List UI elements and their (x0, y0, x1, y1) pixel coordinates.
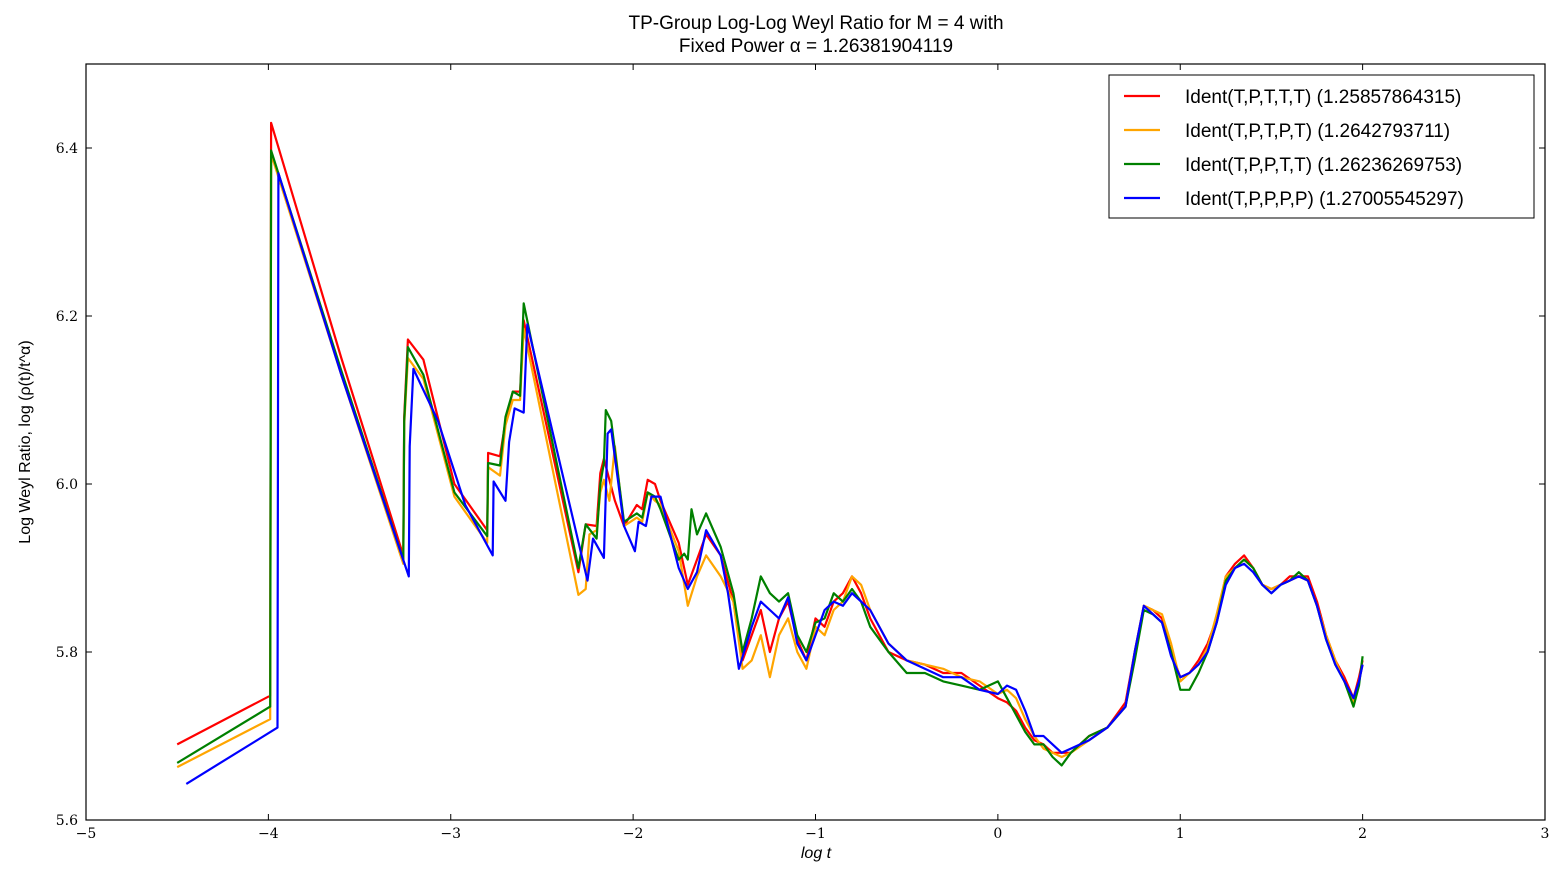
x-tick-label: −5 (76, 826, 97, 842)
y-tick-label: 6.2 (56, 309, 78, 325)
x-tick-label: −3 (440, 826, 461, 842)
plot-frame (85, 63, 1546, 821)
x-tick-label: 1 (1176, 826, 1185, 842)
x-tick-label: −1 (805, 826, 826, 842)
chart-title-line2: Fixed Power α = 1.26381904119 (679, 36, 953, 57)
legend-label: Ident(T,P,P,P,P) (1.27005545297) (1185, 189, 1464, 210)
chart-title-line1: TP-Group Log-Log Weyl Ratio for M = 4 wi… (628, 13, 1003, 34)
y-tick-label: 5.8 (56, 645, 78, 661)
y-tick-label: 6.0 (56, 477, 78, 493)
legend-items: Ident(T,P,T,T,T) (1.25857864315) Ident(T,… (1124, 87, 1464, 210)
x-tick-label: 0 (993, 826, 1002, 842)
x-axis-label: log t (801, 845, 832, 862)
legend-label: Ident(T,P,P,T,T) (1.26236269753) (1185, 155, 1462, 176)
x-tick-label: 2 (1358, 826, 1367, 842)
series-line-3 (185, 172, 1364, 785)
x-tick-label: −2 (623, 826, 644, 842)
x-tick-label: 3 (1541, 826, 1550, 842)
series-group (176, 121, 1364, 785)
series-line-2 (176, 149, 1364, 767)
x-tick-label: −4 (258, 826, 279, 842)
y-tick-label: 5.6 (56, 813, 78, 829)
legend-box (1108, 74, 1535, 219)
y-tick-label: 6.4 (56, 141, 78, 157)
tick-label-group: −5 −4 −3 −2 −1 0 1 2 3 5.6 5.8 6.0 6.2 6.4 (56, 141, 1550, 842)
series-line-1 (176, 152, 1364, 769)
legend: Ident(T,P,T,T,T) (1.25857864315) Ident(T,… (1108, 74, 1535, 219)
legend-label: Ident(T,P,T,P,T) (1.2642793711) (1185, 121, 1450, 142)
series-line-0 (176, 121, 1364, 754)
legend-label: Ident(T,P,T,T,T) (1.25857864315) (1185, 87, 1461, 108)
y-axis-label: Log Weyl Ratio, log (ρ(t)/t^α) (17, 340, 34, 543)
